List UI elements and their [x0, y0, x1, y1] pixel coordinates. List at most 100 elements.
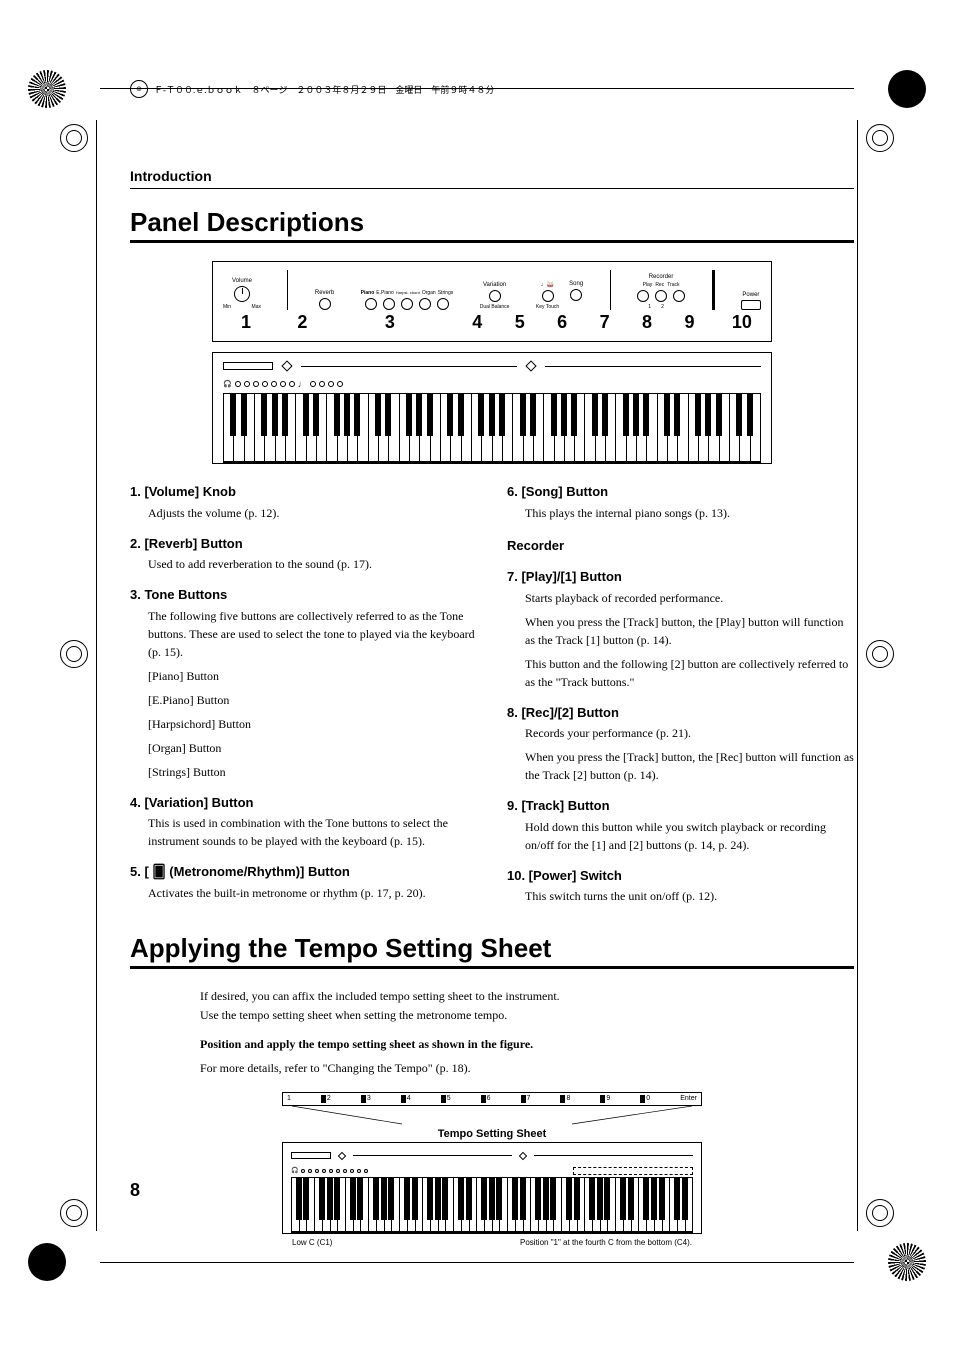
- item-body: Hold down this button while you switch p…: [525, 818, 854, 854]
- item-heading: 7. [Play]/[1] Button: [507, 567, 854, 587]
- body-text: The following five buttons are collectiv…: [148, 607, 477, 661]
- headphone-icon: 🎧: [223, 380, 232, 388]
- white-key: [369, 394, 379, 461]
- section-rule: [130, 188, 854, 189]
- black-key: [478, 394, 484, 436]
- black-key: [695, 394, 701, 436]
- brand-plate-icon: [223, 362, 273, 370]
- black-key: [303, 394, 309, 436]
- tempo-strip-cell: 3: [361, 1095, 371, 1103]
- white-key: [292, 1178, 300, 1231]
- tempo-footnote-left: Low C (C1): [292, 1238, 332, 1247]
- tempo-strip-cell: Enter: [680, 1095, 697, 1102]
- white-key: [689, 394, 699, 461]
- white-key: [369, 1178, 377, 1231]
- white-key: [544, 394, 554, 461]
- body-text: This switch turns the unit on/off (p. 12…: [525, 887, 854, 905]
- item-heading: 2. [Reverb] Button: [130, 534, 477, 554]
- black-key: [633, 394, 639, 436]
- black-key: [620, 1178, 626, 1220]
- item-heading: 4. [Variation] Button: [130, 793, 477, 813]
- black-key: [327, 1178, 333, 1220]
- body-text: [Strings] Button: [148, 763, 477, 781]
- tone-button-icon: [365, 298, 377, 310]
- tone-button-icon: [437, 298, 449, 310]
- body-text: When you press the [Track] button, the […: [525, 613, 854, 649]
- black-key: [350, 1178, 356, 1220]
- label-reverb: Reverb: [315, 290, 334, 296]
- white-key: [454, 1178, 462, 1231]
- body-text: Starts playback of recorded performance.: [525, 589, 854, 607]
- white-key: [441, 394, 451, 461]
- black-key: [543, 1178, 549, 1220]
- body-text: This plays the internal piano songs (p. …: [525, 504, 854, 522]
- metronome-icon: ♩🥁: [541, 281, 554, 288]
- note-icon: ♩: [298, 379, 307, 389]
- black-key: [412, 1178, 418, 1220]
- left-column: 1. [Volume] Knob Adjusts the volume (p. 1…: [130, 482, 477, 911]
- item-heading: 1. [Volume] Knob: [130, 482, 477, 502]
- white-key: [315, 1178, 323, 1231]
- white-key: [400, 1178, 408, 1231]
- black-key: [381, 1178, 387, 1220]
- black-key: [357, 1178, 363, 1220]
- tempo-number-strip: 1234567890Enter: [282, 1092, 702, 1106]
- metronome-button-icon: [542, 290, 554, 302]
- tempo-intro-line2: Use the tempo setting sheet when setting…: [200, 1006, 760, 1025]
- body-text: [Organ] Button: [148, 739, 477, 757]
- white-key: [477, 1178, 485, 1231]
- black-key: [319, 1178, 325, 1220]
- page-number: 8: [130, 1180, 140, 1201]
- tempo-strip-cell: 1: [287, 1095, 291, 1102]
- black-key: [592, 394, 598, 436]
- tempo-intro-line1: If desired, you can affix the included t…: [200, 987, 760, 1006]
- black-key: [447, 394, 453, 436]
- white-key: [616, 394, 626, 461]
- black-key: [628, 1178, 634, 1220]
- song-button-icon: [570, 289, 582, 301]
- black-key: [241, 394, 247, 436]
- white-key: [346, 1178, 354, 1231]
- tempo-strip-cell: 0: [640, 1095, 650, 1103]
- item-body: Adjusts the volume (p. 12).: [148, 504, 477, 522]
- heading-rule: [130, 966, 854, 969]
- black-key: [388, 1178, 394, 1220]
- tempo-strip-cell: 2: [321, 1095, 331, 1103]
- white-key: [531, 1178, 539, 1231]
- black-key: [427, 394, 433, 436]
- item-heading: 5. [ 🂠 (Metronome/Rhythm)] Button: [130, 862, 477, 882]
- reverb-button-icon: [319, 298, 331, 310]
- black-key: [643, 394, 649, 436]
- white-key: [585, 394, 595, 461]
- right-column: 6. [Song] ButtonThis plays the internal …: [507, 482, 854, 911]
- item-body: Activates the built-in metronome or rhyt…: [148, 884, 477, 902]
- body-text: Records your performance (p. 21).: [525, 724, 854, 742]
- white-key: [658, 394, 668, 461]
- item-heading: 10. [Power] Switch: [507, 866, 854, 886]
- black-key: [602, 394, 608, 436]
- black-key: [530, 394, 536, 436]
- black-key: [489, 1178, 495, 1220]
- black-key: [404, 1178, 410, 1220]
- label-volume: Volume: [232, 278, 252, 284]
- black-key: [623, 394, 629, 436]
- black-key: [674, 1178, 680, 1220]
- black-key: [313, 394, 319, 436]
- black-key: [496, 1178, 502, 1220]
- body-text: Hold down this button while you switch p…: [525, 818, 854, 854]
- white-key: [639, 1178, 647, 1231]
- black-key: [589, 1178, 595, 1220]
- subsection-heading: Recorder: [507, 536, 854, 556]
- track-button-icon: [673, 290, 685, 302]
- white-key: [472, 394, 482, 461]
- black-key: [416, 394, 422, 436]
- body-text: [E.Piano] Button: [148, 691, 477, 709]
- tempo-sheet-outline-icon: [573, 1167, 693, 1175]
- item-body: This plays the internal piano songs (p. …: [525, 504, 854, 522]
- white-key: [423, 1178, 431, 1231]
- black-key: [520, 1178, 526, 1220]
- variation-button-icon: [489, 290, 501, 302]
- black-key: [458, 394, 464, 436]
- item-body: The following five buttons are collectiv…: [148, 607, 477, 781]
- black-key: [574, 1178, 580, 1220]
